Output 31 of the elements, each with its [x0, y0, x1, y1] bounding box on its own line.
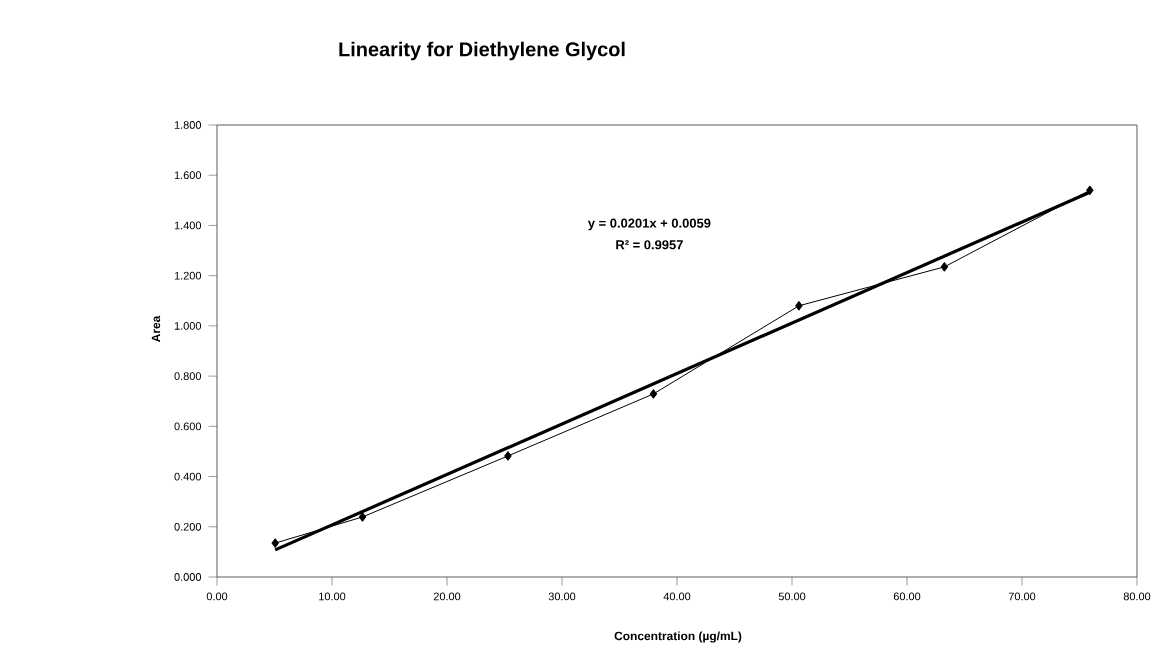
x-tick-label: 60.00 [893, 592, 921, 601]
x-tick-label: 50.00 [778, 592, 806, 601]
chart-title: Linearity for Diethylene Glycol [339, 41, 625, 61]
x-tick-label: 10.00 [319, 592, 346, 601]
y-tick-label: 0.600 [174, 422, 202, 431]
point [795, 300, 803, 311]
x-tick-label: 20.00 [433, 592, 461, 601]
y-tick-label: 0.400 [174, 472, 202, 481]
point [358, 512, 367, 522]
x-tick-label: 80.00 [1123, 592, 1151, 601]
x-tick-label: 0.00 [206, 592, 228, 601]
annotation: R² = 0.9957 [616, 240, 683, 250]
y-tick-label: 1.400 [174, 221, 202, 230]
y-tick-label: 0.200 [174, 522, 202, 531]
x-tick-label: 40.00 [663, 592, 691, 601]
annotation: y = 0.0201x + 0.0059 [587, 218, 711, 231]
y-tick-label: 1.000 [174, 322, 202, 330]
point [940, 261, 949, 272]
y-axis-title: Area [151, 315, 161, 342]
y-tick-label: 1.200 [174, 271, 202, 280]
point [649, 389, 658, 399]
y-tick-label: 0.800 [174, 372, 202, 380]
y-tick-label: 0.000 [174, 573, 202, 581]
point [1086, 185, 1094, 196]
y-tick-label: 1.800 [174, 121, 202, 129]
x-axis-title: Concentration (µg/mL) [614, 631, 742, 643]
point [271, 538, 279, 548]
x-tick-label: 70.00 [1008, 592, 1036, 601]
x-tick-label: 30.00 [548, 592, 576, 601]
point [504, 451, 512, 461]
y-tick-label: 1.600 [174, 171, 202, 180]
